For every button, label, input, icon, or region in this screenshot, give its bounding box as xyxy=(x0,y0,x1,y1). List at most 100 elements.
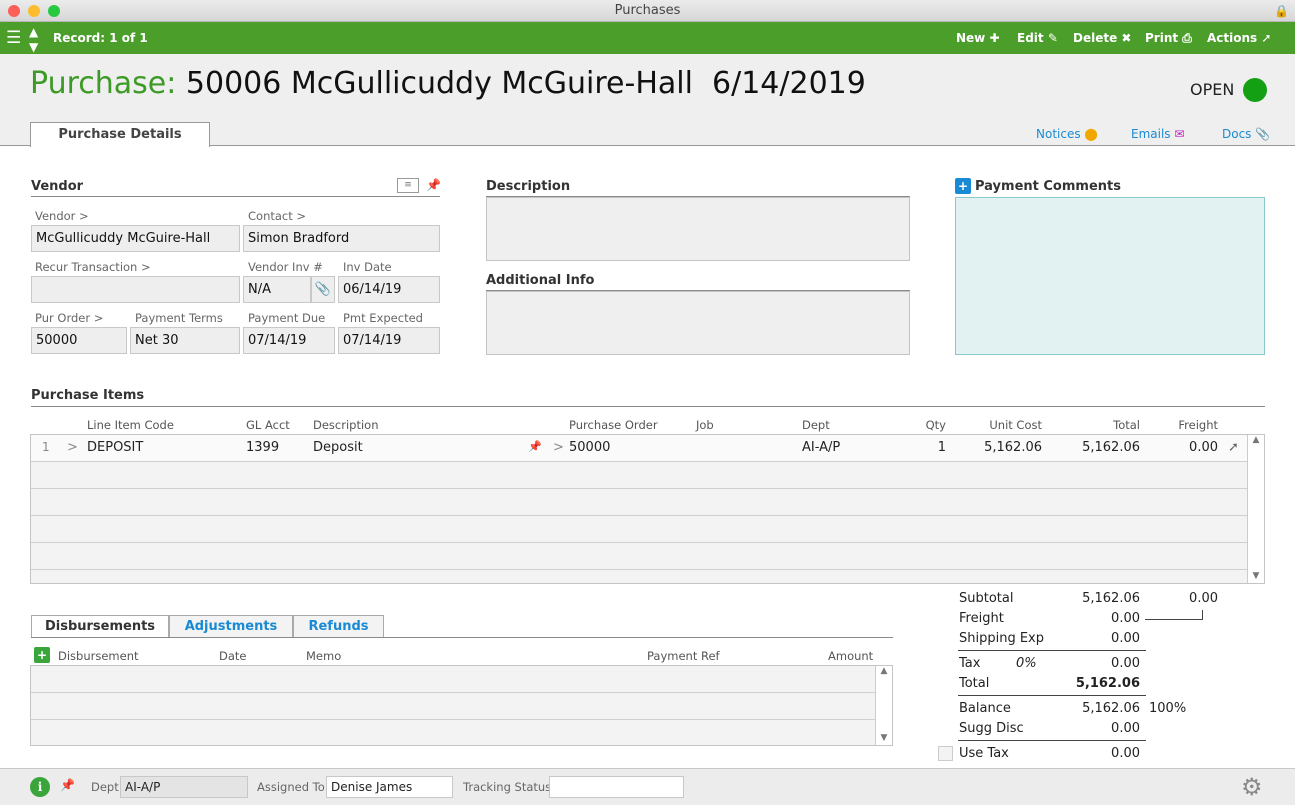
vendor-inv-field[interactable]: N/A xyxy=(243,276,311,303)
table-row[interactable] xyxy=(31,435,1247,462)
payment-comments-title: Payment Comments xyxy=(975,179,1121,194)
scroll-down-icon[interactable]: ▼ xyxy=(880,733,888,743)
col-amount: Amount xyxy=(828,649,874,663)
col-unit-cost: Unit Cost xyxy=(989,418,1042,432)
print-button[interactable]: Print ⎙ xyxy=(1145,22,1192,54)
divider xyxy=(31,637,893,638)
cell-freight[interactable]: 0.00 xyxy=(1189,440,1218,455)
use-tax-checkbox[interactable] xyxy=(938,746,953,761)
recur-field[interactable] xyxy=(31,276,240,303)
disb-scrollbar[interactable]: ▲ ▼ xyxy=(875,666,892,745)
terms-field[interactable]: Net 30 xyxy=(130,327,240,354)
add-disbursement-icon[interactable]: + xyxy=(34,647,50,663)
minimize-window-button[interactable] xyxy=(28,5,40,17)
divider xyxy=(31,196,440,197)
total-value: 5,162.06 xyxy=(1075,676,1140,691)
tracking-field[interactable] xyxy=(549,776,684,798)
payment-comments-field[interactable] xyxy=(955,197,1265,355)
emails-link[interactable]: Emails ✉ xyxy=(1131,127,1184,141)
dept-field[interactable]: AI-A/P xyxy=(120,776,248,798)
gear-icon[interactable]: ⚙ xyxy=(1241,773,1263,801)
lock-icon: 🔒 xyxy=(1274,4,1289,18)
additional-info-field[interactable] xyxy=(486,291,910,355)
shipping-value[interactable]: 0.00 xyxy=(1111,631,1140,646)
cell-gl[interactable]: 1399 xyxy=(246,440,280,455)
po-field[interactable]: 50000 xyxy=(31,327,127,354)
description-field[interactable] xyxy=(486,197,910,261)
vendor-section-title: Vendor xyxy=(31,179,84,194)
actions-button[interactable]: Actions ➚ xyxy=(1207,22,1271,54)
po-label[interactable]: Pur Order > xyxy=(35,311,104,325)
envelope-icon: ✉ xyxy=(1174,127,1185,141)
col-date: Date xyxy=(219,649,247,663)
items-scrollbar[interactable]: ▲ ▼ xyxy=(1247,435,1264,583)
menu-icon[interactable]: ☰ xyxy=(6,28,22,48)
use-tax-label: Use Tax xyxy=(959,746,1009,761)
vendor-field[interactable]: McGullicuddy McGuire-Hall xyxy=(31,225,240,252)
tracking-label: Tracking Status xyxy=(463,780,552,794)
close-window-button[interactable] xyxy=(8,5,20,17)
zoom-window-button[interactable] xyxy=(48,5,60,17)
scroll-up-icon[interactable]: ▲ xyxy=(880,666,888,676)
additional-info-title: Additional Info xyxy=(486,273,595,288)
tab-adjustments[interactable]: Adjustments xyxy=(169,615,293,638)
cell-desc[interactable]: Deposit xyxy=(313,440,363,455)
due-field[interactable]: 07/14/19 xyxy=(243,327,335,354)
divider xyxy=(31,406,1265,407)
printer-icon: ⎙ xyxy=(1182,31,1192,45)
table-row[interactable] xyxy=(31,666,892,693)
record-nav-arrows[interactable]: ▲ ▼ xyxy=(29,25,39,54)
col-purchase-order: Purchase Order xyxy=(569,418,658,432)
attach-icon[interactable]: 📎 xyxy=(311,276,335,303)
cell-po[interactable]: 50000 xyxy=(569,440,611,455)
tab-purchase-details[interactable]: Purchase Details xyxy=(30,122,210,147)
pin-icon[interactable]: 📌 xyxy=(426,178,441,192)
pin-icon[interactable]: 📌 xyxy=(60,778,75,792)
col-disbursement: Disbursement xyxy=(58,649,139,663)
docs-link[interactable]: Docs 📎 xyxy=(1222,127,1270,141)
divider xyxy=(486,290,910,291)
scroll-down-icon[interactable]: ▼ xyxy=(1252,571,1260,581)
table-row[interactable] xyxy=(31,693,892,720)
inv-date-field[interactable]: 06/14/19 xyxy=(338,276,440,303)
assigned-field[interactable]: Denise James xyxy=(326,776,453,798)
info-icon[interactable]: i xyxy=(30,777,50,797)
pin-icon[interactable]: 📌 xyxy=(528,440,542,453)
divider xyxy=(958,740,1146,741)
table-row[interactable] xyxy=(31,462,1247,489)
col-payment-ref: Payment Ref xyxy=(647,649,720,663)
recur-label[interactable]: Recur Transaction > xyxy=(35,260,151,274)
scroll-up-icon[interactable]: ▲ xyxy=(1252,435,1260,445)
add-comment-icon[interactable]: + xyxy=(955,178,971,194)
tab-refunds[interactable]: Refunds xyxy=(293,615,384,638)
table-row[interactable] xyxy=(31,543,1247,570)
notices-link[interactable]: Notices ⬤ xyxy=(1036,127,1098,141)
balance-pct: 100% xyxy=(1149,701,1187,716)
new-button[interactable]: New ✚ xyxy=(956,22,1000,54)
row-expand-icon[interactable]: > xyxy=(67,440,78,455)
delete-button[interactable]: Delete ✖ xyxy=(1073,22,1131,54)
cell-code[interactable]: DEPOSIT xyxy=(87,440,144,455)
table-row[interactable] xyxy=(31,516,1247,543)
x-icon: ✖ xyxy=(1121,31,1132,45)
cell-dept[interactable]: AI-A/P xyxy=(802,440,841,455)
table-row[interactable] xyxy=(31,489,1247,516)
vendor-label[interactable]: Vendor > xyxy=(35,209,89,223)
address-card-icon[interactable]: ≡ xyxy=(397,178,419,193)
purchase-items-title: Purchase Items xyxy=(31,388,145,403)
contact-field[interactable]: Simon Bradford xyxy=(243,225,440,252)
arrow-icon: ➚ xyxy=(1261,31,1272,45)
edit-button[interactable]: Edit ✎ xyxy=(1017,22,1058,54)
open-row-icon[interactable]: ➚ xyxy=(1228,440,1239,455)
subtotal-value: 5,162.06 xyxy=(1082,591,1140,606)
tax-pct: 0% xyxy=(1016,656,1037,671)
po-link-icon[interactable]: > xyxy=(553,440,564,455)
expected-field[interactable]: 07/14/19 xyxy=(338,327,440,354)
cell-unit-cost[interactable]: 5,162.06 xyxy=(984,440,1042,455)
balance-value: 5,162.06 xyxy=(1082,701,1140,716)
edit-label: Edit xyxy=(1017,31,1044,45)
cell-qty[interactable]: 1 xyxy=(937,440,946,455)
tab-disbursements[interactable]: Disbursements xyxy=(31,615,169,638)
window-title: Purchases xyxy=(614,3,681,18)
contact-label[interactable]: Contact > xyxy=(248,209,307,223)
